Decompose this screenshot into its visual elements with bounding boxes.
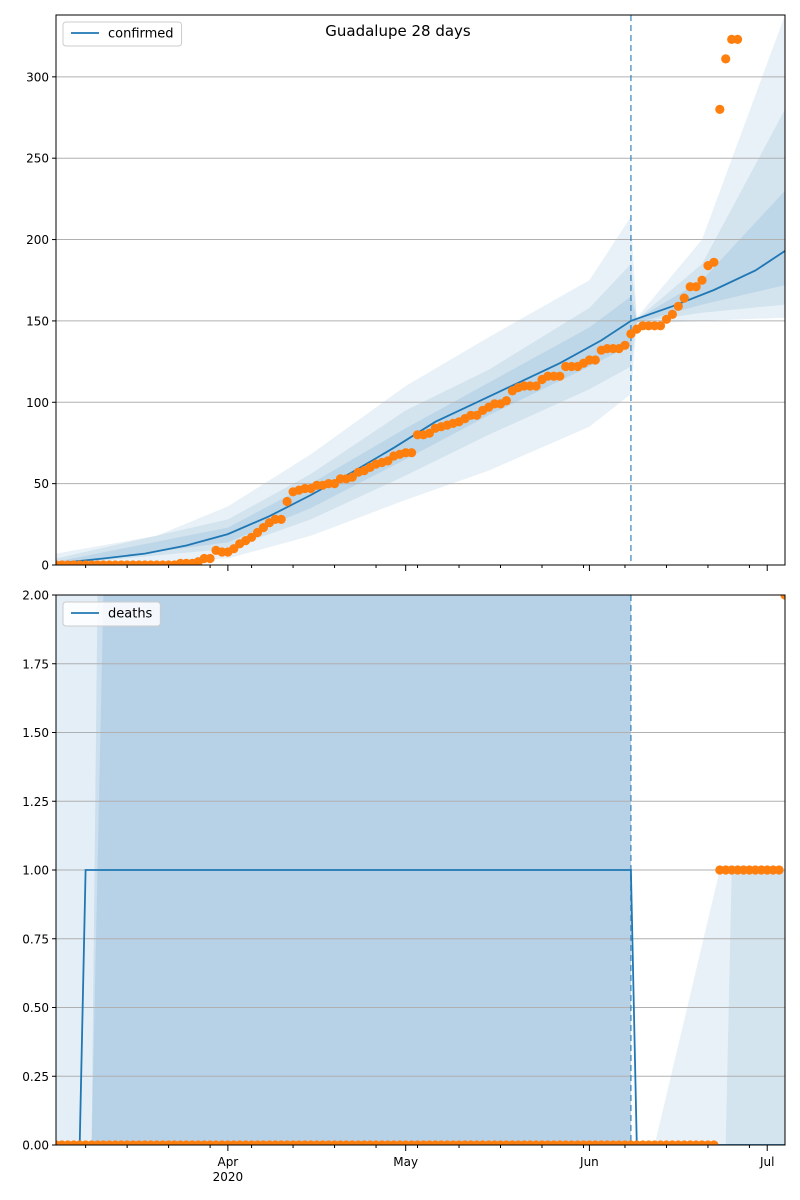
observed-point [709,1140,719,1145]
confirmed-observed-points [56,34,743,565]
confirmed-uncertainty-bands [56,15,785,565]
deaths-legend: deaths [62,601,161,627]
series-line-confirmed [56,250,785,565]
observed-point [205,553,215,564]
confirmed-axes-frame [55,14,786,566]
confirmed-model-line [56,250,785,565]
observed-point [673,301,683,311]
observed-point [655,321,666,331]
x-tick-label: Apr [217,1155,238,1169]
observed-point [697,275,707,285]
x-tick-label: Jul [759,1155,774,1169]
confirmed-x-axis [85,565,768,571]
legend-label-confirmed: confirmed [108,27,174,42]
legend-box [62,601,161,627]
y-tick-label: 100 [26,396,49,410]
observed-point [555,371,565,381]
deaths-model-line [56,869,785,1145]
axes-frame [55,14,786,566]
observed-point [721,54,731,64]
y-tick-label: 0.75 [22,932,49,946]
observed-point [620,340,630,350]
observed-point [531,381,541,391]
observed-point [679,293,689,303]
y-tick-label: 1.50 [22,726,49,740]
observed-point [780,595,785,600]
deaths-y-axis: 0.00 0.25 0.50 0.75 1.00 1.25 1.50 1.75 2.00 [22,589,56,1153]
chart-title: Guadalupe 28 days [325,22,471,40]
y-tick-label: 0.50 [22,1001,49,1015]
observed-point [276,514,286,525]
observed-point [407,448,417,458]
legend-label-deaths: deaths [108,607,153,622]
confirmed-legend: confirmed [62,21,183,47]
y-tick-label: 0.25 [22,1070,49,1084]
y-tick-label: 0 [41,559,49,573]
deaths-observed-points [56,595,785,1145]
y-tick-label: 150 [26,314,49,328]
x-tick-label: Jun [579,1155,599,1169]
observed-point [667,309,678,319]
observed-point [709,257,719,267]
confirmed-panel: 0 50 100 150 200 250 300 confirmed Guadalupe 2… [26,14,786,573]
observed-point [691,282,701,292]
y-tick-label: 50 [34,477,49,491]
confirmed-y-axis: 0 50 100 150 200 250 300 [26,70,56,573]
legend-box [62,21,183,47]
observed-point [282,496,292,507]
y-tick-label: 1.75 [22,657,49,671]
observed-point [590,355,600,365]
series-line-deaths [56,869,785,1145]
y-tick-label: 1.00 [22,864,49,878]
observed-point [715,104,725,114]
uncertainty-band-1 [56,15,785,565]
y-tick-label: 1.25 [22,795,49,809]
observed-point [733,34,743,45]
observed-point [501,396,511,406]
x-tick-label: May [393,1155,418,1169]
y-tick-label: 0.00 [22,1139,49,1153]
y-tick-label: 250 [26,152,49,166]
x-tick-year-label: 2020 [213,1170,244,1184]
deaths-panel: 0.00 0.25 0.50 0.75 1.00 1.25 1.50 1.75 2.00 Apr… [22,589,786,1184]
y-tick-label: 200 [26,233,49,247]
observed-point [774,865,784,875]
y-tick-label: 300 [26,70,49,84]
y-tick-label: 2.00 [22,589,49,603]
